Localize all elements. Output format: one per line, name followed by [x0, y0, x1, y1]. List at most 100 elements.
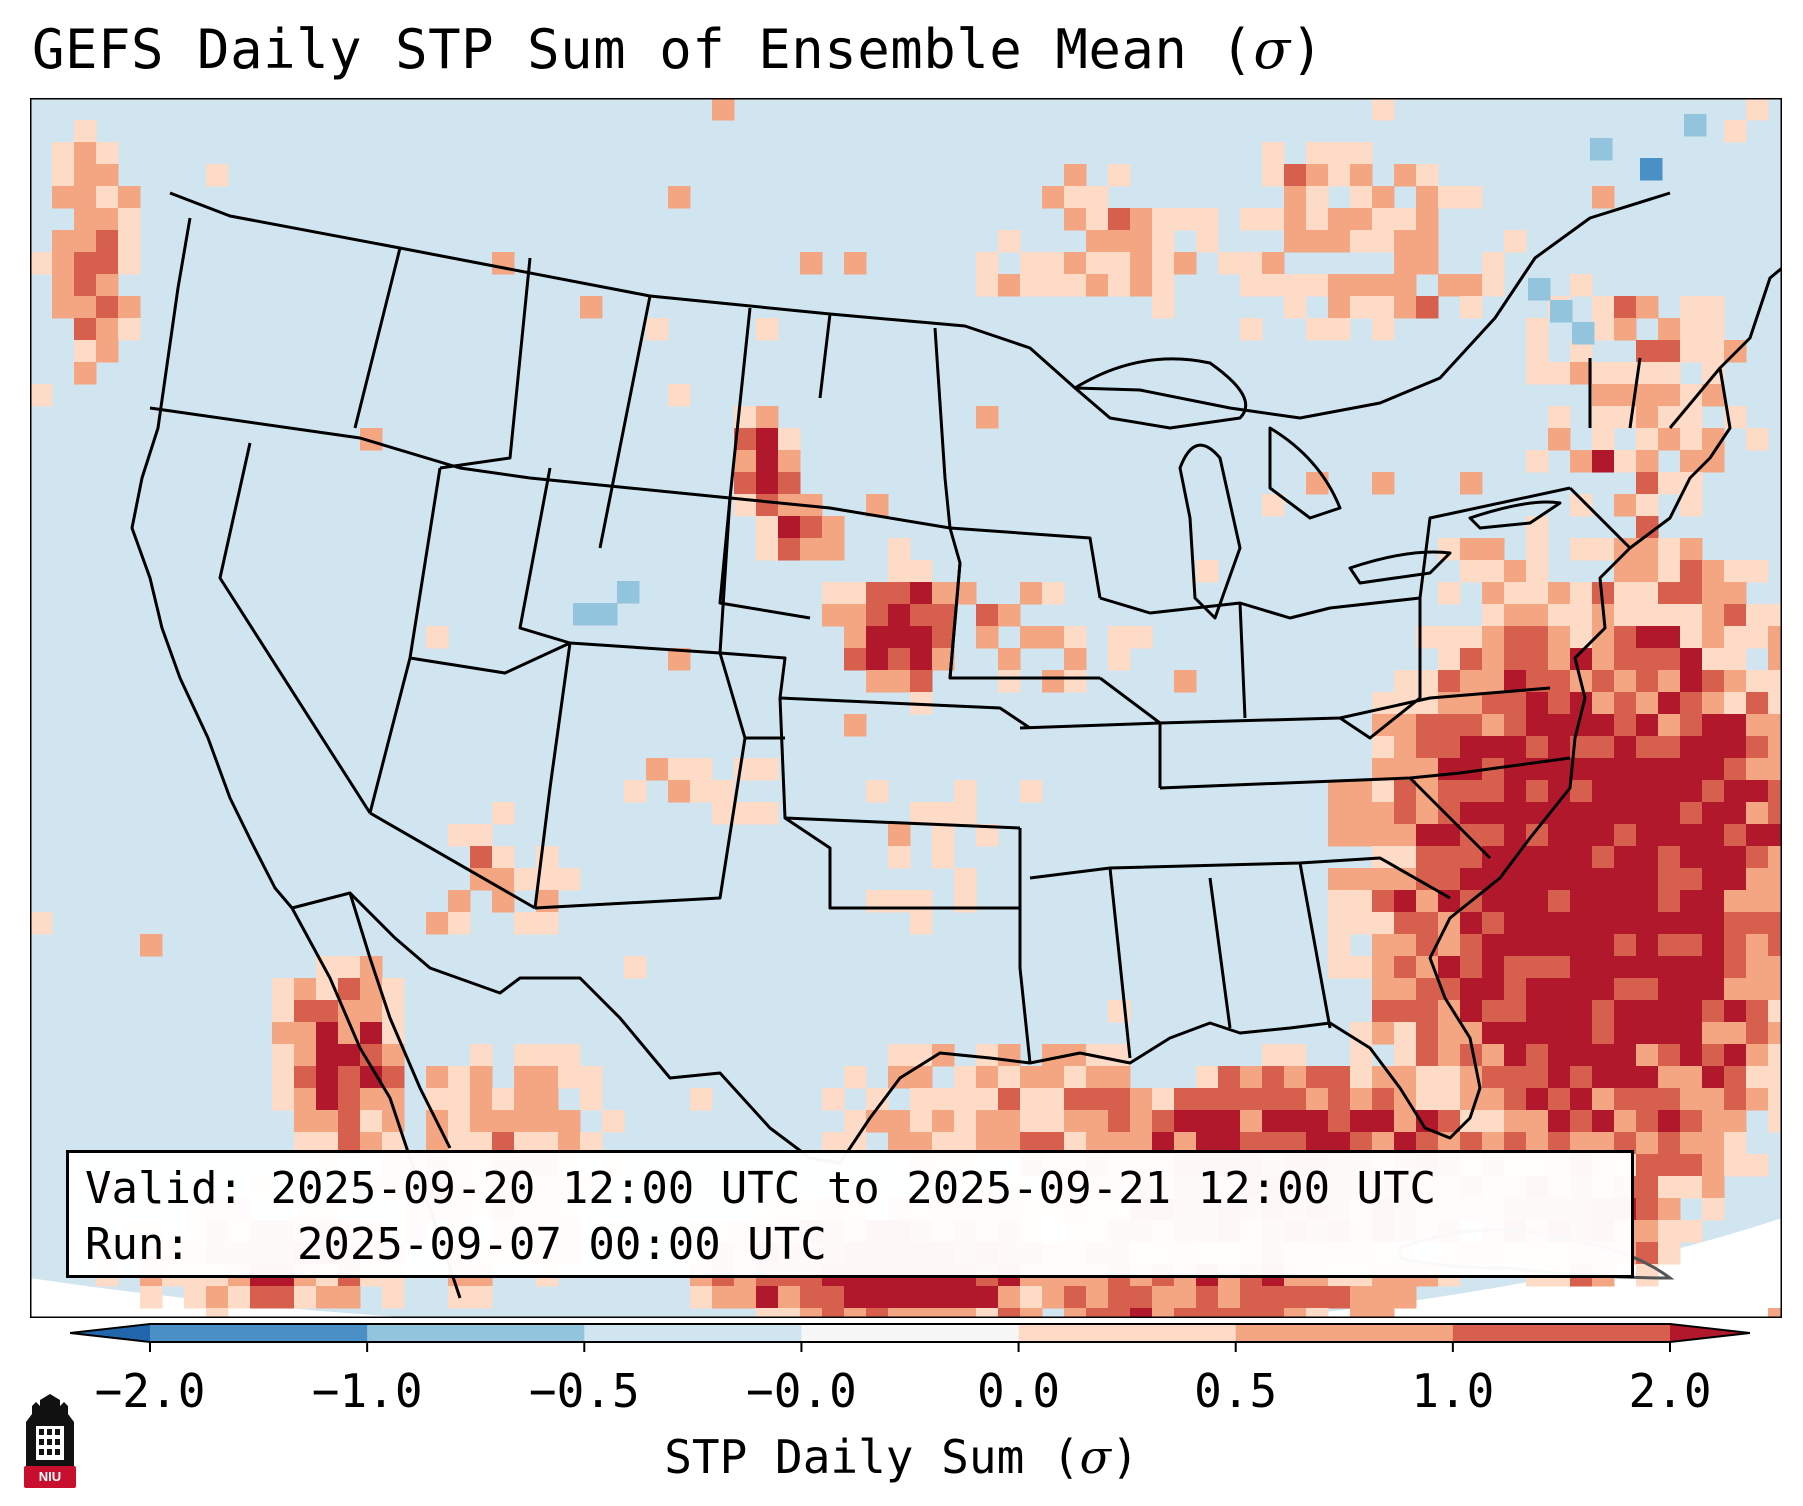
anomaly-cell: [1020, 1286, 1043, 1309]
anomaly-cell: [448, 1066, 471, 1089]
anomaly-cell: [756, 802, 779, 825]
anomaly-cell: [1768, 890, 1782, 913]
anomaly-cell: [1416, 1132, 1439, 1155]
anomaly-cell: [1108, 1286, 1131, 1309]
anomaly-cell: [1504, 736, 1527, 759]
anomaly-cell: [1064, 670, 1087, 693]
state-and-country-borders: [130, 191, 1782, 1165]
anomaly-cell: [1768, 1022, 1782, 1045]
anomaly-cell: [1746, 604, 1769, 627]
anomaly-cell: [1350, 802, 1373, 825]
anomaly-cell: [1416, 802, 1439, 825]
anomaly-cell: [1614, 868, 1637, 891]
anomaly-cell: [1636, 978, 1659, 1001]
anomaly-cell: [1526, 934, 1549, 957]
anomaly-cell: [74, 274, 97, 297]
anomaly-cell: [514, 1132, 537, 1155]
anomaly-cell: [1680, 736, 1703, 759]
anomaly-cell: [1504, 560, 1527, 583]
anomaly-cell: [1768, 780, 1782, 803]
anomaly-cell: [1702, 560, 1725, 583]
anomaly-cell: [1636, 494, 1659, 517]
anomaly-cell: [1702, 648, 1725, 671]
anomaly-cell: [1614, 758, 1637, 781]
anomaly-cell: [1658, 802, 1681, 825]
anomaly-cell: [338, 1286, 361, 1309]
anomaly-cell: [1614, 384, 1637, 407]
anomaly-cell: [1306, 1308, 1329, 1318]
anomaly-cell: [910, 802, 933, 825]
anomaly-cell: [1284, 1044, 1307, 1067]
anomaly-cell: [1108, 1088, 1131, 1111]
anomaly-cell: [52, 186, 75, 209]
anomaly-cell: [998, 274, 1021, 297]
anomaly-cell: [1460, 802, 1483, 825]
anomaly-cell: [1064, 1088, 1087, 1111]
anomaly-cell: [360, 1022, 383, 1045]
anomaly-cell: [514, 1088, 537, 1111]
anomaly-cell: [1614, 1066, 1637, 1089]
anomaly-cell: [316, 1066, 339, 1089]
anomaly-cell: [316, 1088, 339, 1111]
anomaly-cell: [1680, 1000, 1703, 1023]
anomaly-cell: [1570, 1110, 1593, 1133]
anomaly-cell: [1614, 1022, 1637, 1045]
anomaly-cell: [1658, 1022, 1681, 1045]
anomaly-cell: [712, 780, 735, 803]
anomaly-cell: [1636, 714, 1659, 737]
anomaly-cell: [1636, 736, 1659, 759]
anomaly-cell: [1768, 1044, 1782, 1067]
anomaly-cell: [382, 1066, 405, 1089]
anomaly-cell: [1636, 1264, 1659, 1287]
anomaly-cell: [1658, 758, 1681, 781]
anomaly-cell: [1614, 1110, 1637, 1133]
anomaly-cell: [1614, 1088, 1637, 1111]
anomaly-cell: [1614, 1132, 1637, 1155]
anomaly-cell: [822, 1286, 845, 1309]
anomaly-cell: [1196, 1110, 1219, 1133]
anomaly-cell: [1086, 208, 1109, 231]
anomaly-cell: [1460, 978, 1483, 1001]
anomaly-cell: [1658, 846, 1681, 869]
anomaly-cell: [1064, 626, 1087, 649]
anomaly-cell: [1086, 230, 1109, 253]
anomaly-cell: [1460, 1000, 1483, 1023]
valid-run-info-box: Valid: 2025-09-20 12:00 UTC to 2025-09-2…: [66, 1150, 1634, 1278]
anomaly-cell: [1108, 230, 1131, 253]
anomaly-cell: [514, 912, 537, 935]
anomaly-cell: [1306, 186, 1329, 209]
anomaly-cell: [1240, 1286, 1263, 1309]
anomaly-cell: [1482, 1044, 1505, 1067]
anomaly-cell: [976, 1132, 999, 1155]
anomaly-cell: [74, 120, 97, 143]
anomaly-cell: [118, 230, 141, 253]
anomaly-cell: [1284, 1308, 1307, 1318]
anomaly-cell: [1526, 868, 1549, 891]
anomaly-cell: [1724, 1066, 1747, 1089]
anomaly-cell: [1284, 1088, 1307, 1111]
anomaly-cell: [1394, 1286, 1417, 1309]
anomaly-cell: [998, 670, 1021, 693]
anomaly-cell: [1768, 934, 1782, 957]
anomaly-cell: [1482, 978, 1505, 1001]
anomaly-cell: [294, 1044, 317, 1067]
anomaly-cell: [1064, 1132, 1087, 1155]
anomaly-cell: [1460, 780, 1483, 803]
run-label: Run:: [85, 1219, 191, 1270]
anomaly-cell: [96, 318, 119, 341]
anomaly-cell: [1570, 494, 1593, 517]
anomaly-cell: [1570, 824, 1593, 847]
anomaly-cell: [1592, 428, 1615, 451]
anomaly-cell: [1570, 802, 1593, 825]
anomaly-cell: [1438, 714, 1461, 737]
colorbar: [70, 1323, 1750, 1352]
anomaly-cell: [1592, 736, 1615, 759]
anomaly-cell: [1680, 1022, 1703, 1045]
anomaly-cell: [1394, 890, 1417, 913]
anomaly-cell: [1438, 780, 1461, 803]
anomaly-cell: [294, 1088, 317, 1111]
anomaly-cell: [1042, 252, 1065, 275]
anomaly-cell: [1328, 868, 1351, 891]
anomaly-cell: [96, 230, 119, 253]
anomaly-cell: [1548, 846, 1571, 869]
